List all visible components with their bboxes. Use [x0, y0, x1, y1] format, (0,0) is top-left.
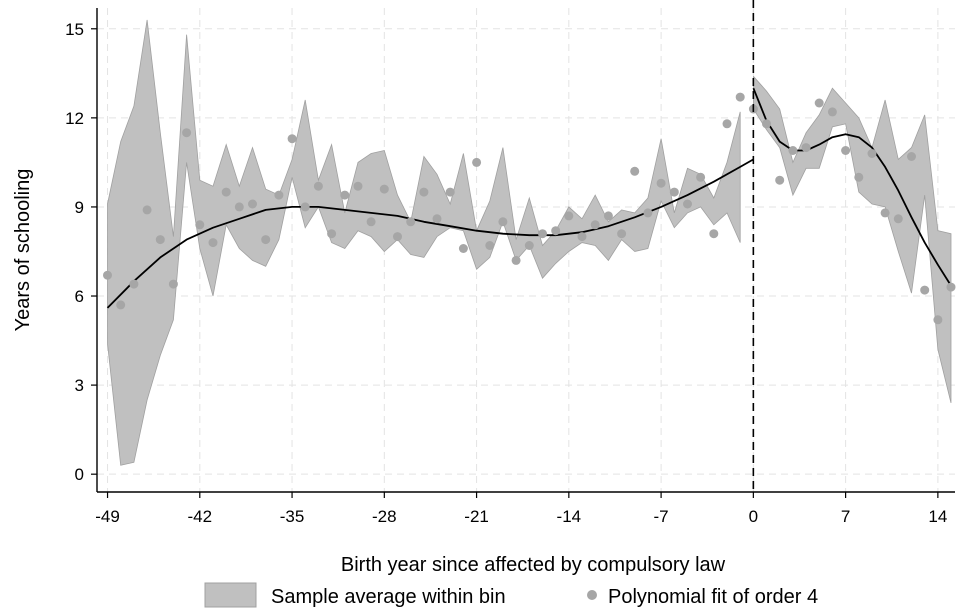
- data-point: [933, 315, 943, 325]
- data-point: [458, 244, 468, 253]
- data-point: [538, 229, 547, 239]
- y-axis-ticks: 0 3 6 9 12 15: [65, 20, 97, 484]
- x-tick-label: -28: [372, 507, 397, 526]
- data-point: [762, 119, 771, 129]
- data-point: [577, 232, 587, 242]
- data-point: [880, 208, 890, 218]
- x-tick-label: 7: [841, 507, 850, 526]
- data-point: [788, 146, 798, 155]
- points-layer: [103, 92, 956, 325]
- x-tick-label: 14: [928, 507, 947, 526]
- data-point: [274, 190, 284, 200]
- fit-line-left: [106, 158, 754, 309]
- data-point: [683, 199, 692, 209]
- data-point: [406, 217, 416, 227]
- data-point: [735, 92, 745, 102]
- data-point: [841, 146, 851, 155]
- x-tick-label: 0: [749, 507, 758, 526]
- y-tick-label: 3: [75, 376, 84, 395]
- data-point: [630, 166, 640, 176]
- data-point: [379, 184, 389, 194]
- data-point: [234, 202, 244, 212]
- y-axis-title: Years of schooling: [12, 169, 34, 332]
- data-point: [208, 238, 218, 248]
- data-point: [168, 279, 178, 289]
- data-point: [854, 172, 864, 182]
- data-point: [801, 143, 811, 153]
- legend-band-swatch: [204, 582, 257, 608]
- fit-line-right: [752, 87, 952, 287]
- sample-average-band-layer: [107, 19, 952, 466]
- data-point: [827, 107, 837, 117]
- data-point: [946, 282, 956, 292]
- data-point: [103, 270, 112, 280]
- data-point: [261, 235, 271, 245]
- axes: [96, 8, 955, 493]
- data-point: [867, 149, 877, 158]
- data-point: [327, 229, 337, 239]
- legend-point-label: Polynomial fit of order 4: [608, 586, 818, 608]
- data-point: [366, 217, 376, 227]
- data-point: [432, 214, 442, 224]
- data-point: [248, 199, 257, 209]
- data-point: [195, 220, 205, 230]
- x-axis-ticks: -49 -42 -35 -28 -21 -14 -7 0 7 14: [95, 492, 947, 526]
- x-tick-label: -21: [464, 507, 489, 526]
- y-tick-label: 6: [75, 287, 84, 306]
- data-point: [142, 205, 152, 215]
- data-point: [393, 232, 402, 242]
- data-point: [722, 119, 732, 129]
- y-tick-label: 12: [65, 109, 84, 128]
- data-point: [893, 214, 903, 224]
- data-point: [907, 152, 916, 161]
- data-point: [116, 300, 126, 310]
- x-tick-label: -7: [654, 507, 669, 526]
- x-tick-label: -35: [280, 507, 305, 526]
- data-point: [340, 190, 350, 200]
- data-point: [669, 187, 679, 197]
- x-tick-label: -14: [557, 507, 582, 526]
- data-point: [524, 241, 534, 250]
- data-point: [221, 187, 231, 197]
- data-point: [353, 181, 363, 191]
- data-point: [511, 255, 521, 265]
- gridlines: [97, 8, 955, 492]
- legend-band-label: Sample average within bin: [271, 586, 506, 608]
- data-point: [775, 175, 785, 185]
- data-point: [656, 178, 666, 188]
- x-tick-label: -42: [188, 507, 213, 526]
- data-point: [419, 187, 429, 197]
- data-point: [445, 187, 455, 197]
- data-point: [129, 279, 139, 289]
- data-point: [643, 208, 653, 218]
- data-point: [287, 134, 297, 144]
- y-tick-label: 9: [75, 198, 84, 217]
- data-point: [603, 211, 613, 221]
- data-point: [498, 217, 508, 227]
- data-point: [814, 98, 824, 108]
- x-axis-title: Birth year since affected by compulsory …: [341, 554, 726, 576]
- data-point: [182, 128, 192, 138]
- data-point: [551, 226, 561, 236]
- sample-average-band-left: [107, 19, 741, 466]
- data-point: [696, 172, 706, 182]
- data-point: [155, 235, 165, 245]
- data-point: [472, 157, 482, 167]
- data-point: [920, 285, 930, 295]
- x-tick-label: -49: [95, 507, 120, 526]
- data-point: [617, 229, 627, 239]
- fit-line-layer: [106, 87, 952, 309]
- sample-average-band-right: [753, 75, 952, 403]
- legend: Sample average within bin Polynomial fit…: [204, 582, 818, 608]
- data-point: [313, 181, 323, 191]
- y-tick-label: 0: [75, 465, 84, 484]
- y-tick-label: 15: [65, 20, 84, 39]
- data-point: [590, 220, 600, 230]
- legend-point-swatch: [587, 590, 597, 600]
- data-point: [709, 229, 719, 239]
- data-point: [300, 202, 310, 212]
- data-point: [485, 241, 495, 250]
- data-point: [564, 211, 574, 221]
